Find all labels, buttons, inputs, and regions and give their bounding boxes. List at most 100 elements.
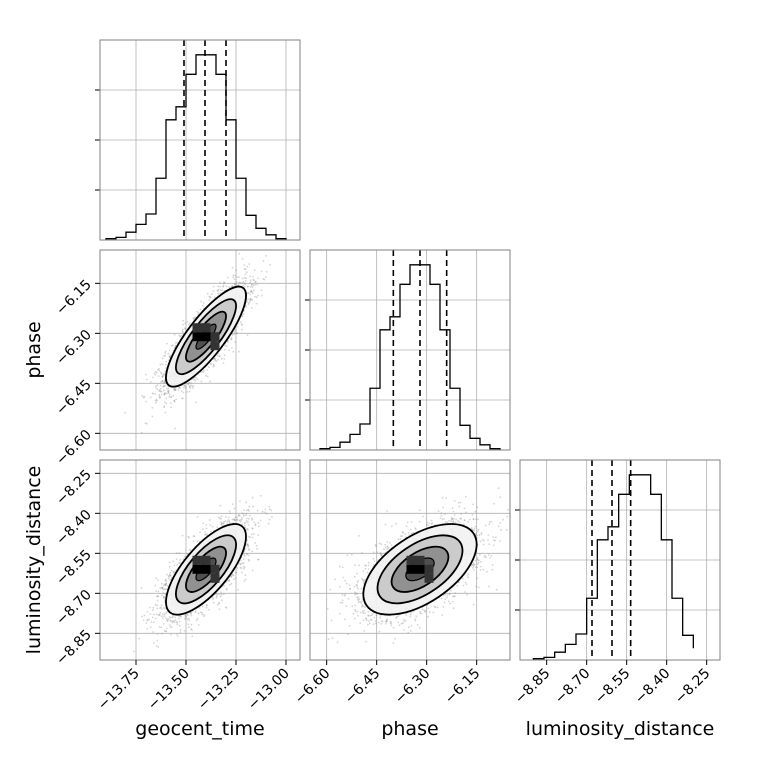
scatter-point [257, 277, 260, 280]
scatter-point [257, 558, 259, 561]
scatter-point [174, 387, 177, 389]
scatter-point [164, 350, 167, 353]
scatter-point [167, 387, 170, 390]
histogram-step [319, 264, 501, 450]
scatter-point [197, 311, 200, 314]
scatter-point [186, 320, 189, 323]
scatter-point [164, 354, 167, 357]
scatter-point [249, 299, 252, 302]
scatter-point [232, 276, 235, 279]
scatter-point [164, 352, 167, 354]
histogram-step [532, 474, 694, 660]
scatter-point [169, 571, 172, 574]
scatter-point [155, 645, 158, 647]
scatter-point [164, 630, 167, 633]
scatter-point [249, 275, 251, 278]
scatter-point [246, 334, 249, 337]
scatter-point [247, 302, 250, 304]
scatter-point [188, 381, 191, 384]
scatter-point [197, 624, 200, 626]
scatter-point [164, 401, 166, 403]
scatter-point [184, 617, 187, 619]
scatter-point [212, 601, 215, 604]
scatter-point [251, 533, 253, 536]
scatter-point [218, 602, 220, 604]
scatter-point [249, 293, 252, 296]
scatter-point [154, 603, 157, 606]
scatter-point [168, 355, 171, 357]
scatter-point [138, 637, 141, 640]
scatter-point [219, 517, 221, 520]
scatter-point [158, 393, 161, 396]
scatter-point [244, 578, 247, 581]
scatter-point [220, 357, 223, 360]
scatter-point [180, 334, 183, 337]
scatter-point [228, 510, 231, 512]
scatter-point [246, 265, 249, 268]
scatter-point [241, 282, 243, 284]
scatter-point [251, 283, 253, 286]
scatter-point [184, 387, 187, 390]
scatter-point [212, 365, 215, 368]
scatter-point [160, 606, 162, 609]
scatter-point [214, 357, 217, 360]
scatter-point [225, 285, 228, 288]
scatter-point [196, 310, 199, 313]
scatter-point [183, 618, 186, 620]
scatter-point [252, 292, 254, 295]
scatter-point [144, 422, 147, 425]
scatter-point [235, 284, 238, 287]
scatter-point [193, 535, 196, 537]
scatter-point [170, 344, 173, 347]
scatter-point [208, 295, 211, 298]
scatter-point [208, 366, 210, 368]
scatter-point [201, 611, 204, 614]
scatter-point [217, 603, 219, 606]
scatter-point [254, 284, 256, 286]
scatter-point [163, 389, 165, 392]
scatter-point [172, 394, 175, 397]
scatter-point [155, 577, 158, 580]
scatter-point [181, 397, 184, 400]
scatter-point [180, 616, 183, 618]
scatter-point [154, 373, 157, 376]
scatter-point [154, 370, 157, 373]
scatter-point [216, 354, 219, 357]
scatter-point [159, 390, 162, 392]
scatter-point [160, 615, 163, 618]
scatter-point [246, 543, 249, 545]
scatter-point [191, 387, 194, 389]
scatter-point [164, 370, 167, 373]
scatter-point [187, 383, 190, 385]
scatter-point [227, 516, 230, 519]
scatter-point [247, 303, 250, 305]
scatter-point [192, 385, 195, 387]
scatter-point [196, 540, 199, 543]
scatter-point [192, 317, 195, 320]
scatter-point [247, 508, 250, 511]
scatter-point [252, 289, 255, 292]
scatter-point [242, 280, 245, 283]
scatter-point [204, 531, 207, 533]
scatter-point [149, 396, 152, 399]
scatter-point [176, 620, 178, 623]
scatter-point [194, 610, 197, 612]
scatter-point [235, 332, 238, 334]
scatter-point [173, 389, 176, 392]
scatter-point [182, 319, 185, 322]
scatter-point [183, 384, 186, 387]
scatter-point [253, 269, 256, 272]
scatter-point [265, 276, 267, 279]
scatter-point [157, 375, 160, 378]
scatter-point [192, 540, 195, 543]
scatter-point [167, 359, 170, 362]
scatter-point [161, 587, 164, 589]
scatter-point [212, 285, 215, 288]
scatter-point [174, 427, 176, 430]
scatter-point [173, 401, 176, 403]
scatter-point [254, 524, 257, 527]
scatter-point [157, 368, 159, 371]
scatter-point [160, 390, 163, 393]
scatter-point [234, 341, 237, 343]
scatter-point [184, 385, 187, 388]
